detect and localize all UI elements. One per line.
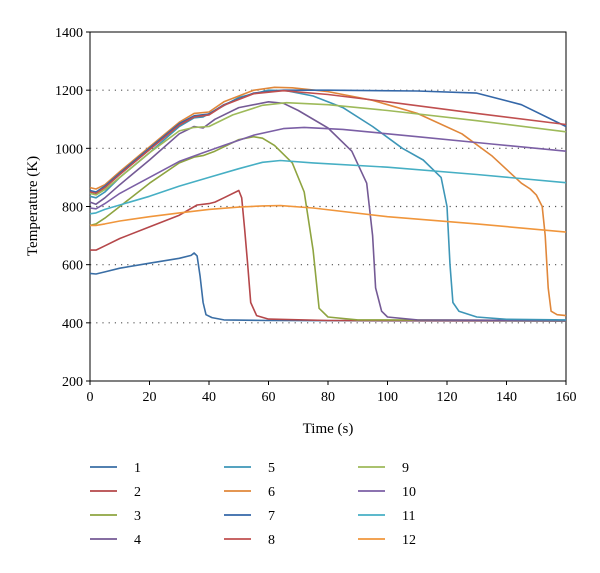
plot-frame [89, 31, 567, 382]
series-line-12 [90, 204, 567, 233]
y-tick-label: 200 [62, 375, 83, 390]
series-line-6 [89, 86, 567, 317]
series-line-2 [90, 189, 567, 322]
x-axis-ticks: 0 20 40 60 80 100 120 140 160 [87, 381, 577, 405]
grid-lines [90, 89, 566, 324]
x-tick-label: 140 [496, 390, 517, 405]
series-line-9 [89, 101, 567, 196]
series-line-11 [89, 159, 567, 215]
series-line-5 [89, 89, 567, 321]
y-axis-ticks: 200 400 600 800 1000 1200 1400 [55, 26, 90, 390]
y-tick-label: 400 [62, 317, 83, 332]
y-tick-label: 800 [62, 201, 83, 216]
x-tick-label: 80 [321, 390, 335, 405]
x-tick-label: 60 [262, 390, 276, 405]
y-tick-label: 1400 [55, 26, 83, 41]
x-tick-label: 0 [87, 390, 94, 405]
series-lines [89, 86, 567, 322]
series-line-1 [89, 252, 567, 322]
legend-label-7: 7 [268, 509, 275, 524]
x-tick-label: 120 [437, 390, 458, 405]
y-tick-label: 600 [62, 259, 83, 274]
x-tick-label: 20 [143, 390, 157, 405]
x-tick-label: 40 [202, 390, 216, 405]
legend-label-6: 6 [268, 485, 275, 500]
y-axis-label: Temperature (K) [25, 156, 41, 256]
legend-label-12: 12 [402, 533, 416, 548]
legend-label-4: 4 [134, 533, 141, 548]
legend-label-2: 2 [134, 485, 141, 500]
legend-label-10: 10 [402, 485, 416, 500]
series-line-8 [89, 89, 567, 195]
y-tick-label: 1000 [55, 142, 83, 157]
legend-label-9: 9 [402, 461, 409, 476]
legend-label-1: 1 [134, 461, 141, 476]
series-line-4 [89, 101, 567, 322]
x-tick-label: 100 [377, 390, 398, 405]
legend-label-11: 11 [402, 509, 415, 524]
y-tick-label: 1200 [55, 84, 83, 99]
series-line-10 [89, 126, 567, 210]
legend-label-3: 3 [134, 509, 141, 524]
legend-label-8: 8 [268, 533, 275, 548]
x-axis-label: Time (s) [303, 421, 354, 437]
x-tick-label: 160 [556, 390, 577, 405]
legend-label-5: 5 [268, 461, 275, 476]
